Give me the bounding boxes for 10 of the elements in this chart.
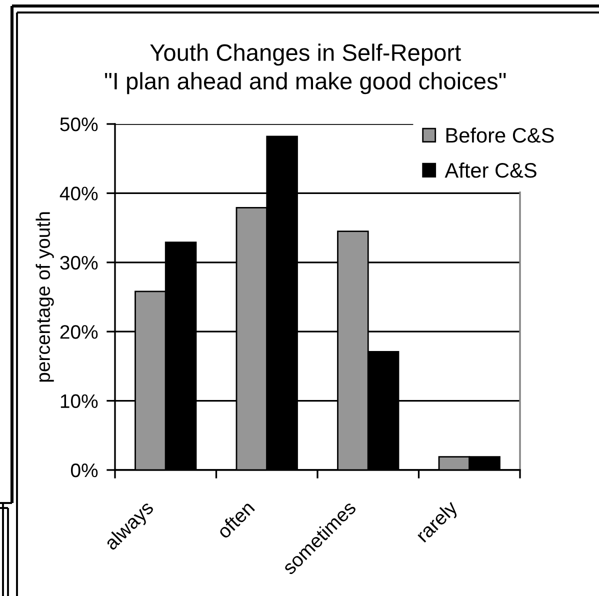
legend-label: After C&S	[444, 162, 536, 178]
y-tick-label: 30%	[60, 256, 98, 270]
y-tick-label: 50%	[60, 117, 98, 132]
y-tick-label: 40%	[60, 186, 98, 200]
y-axis-title: percentage of youth	[36, 212, 54, 382]
y-tick-label: 0%	[70, 463, 98, 478]
y-tick-label: 10%	[60, 394, 98, 408]
y-tick-label: 20%	[60, 325, 98, 339]
chart-title: Youth Changes in Self-Report "I plan ahead and make good choices"	[105, 44, 506, 94]
legend-label: Before C&S	[446, 127, 554, 143]
